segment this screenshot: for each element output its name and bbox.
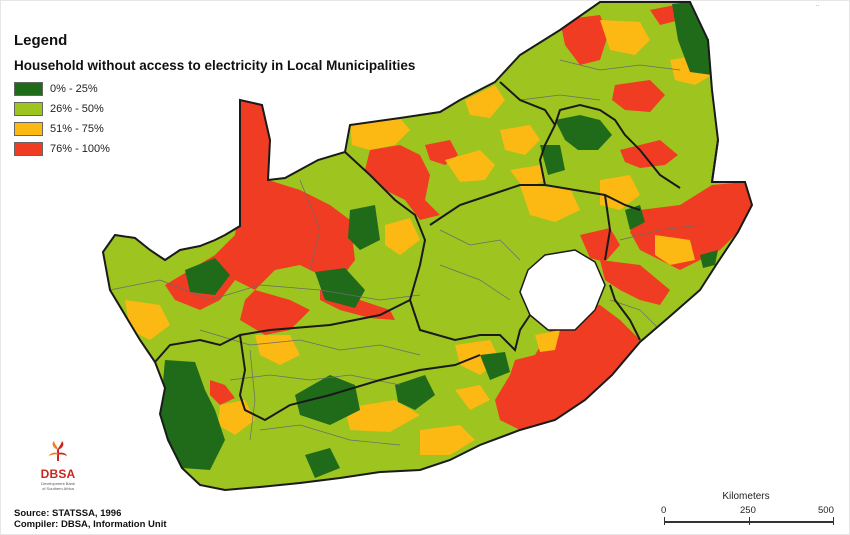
legend-swatch-51-75 [14, 122, 43, 136]
scale-title: Kilometers [722, 491, 770, 502]
scale-mark [749, 517, 750, 525]
corner-mark: .. [816, 2, 820, 8]
logo-subtext-1: Development Bank [41, 481, 75, 486]
source-text: Source: STATSSA, 1996 [14, 508, 122, 519]
legend-label: 26% - 50% [50, 103, 104, 115]
logo-text: DBSA [40, 467, 76, 481]
credits: Source: STATSSA, 1996 Compiler: DBSA, In… [14, 508, 167, 530]
scale-tick-500: 500 [818, 505, 834, 516]
scale-mark [664, 517, 665, 525]
dbsa-emblem-icon [49, 441, 67, 461]
legend-swatch-0-25 [14, 82, 43, 96]
legend-label: 0% - 25% [50, 83, 98, 95]
scale-tick-250: 250 [740, 505, 756, 516]
lesotho-enclave [520, 250, 605, 330]
class-76-100-regions [165, 5, 752, 430]
lesotho-border [519, 249, 606, 331]
legend-item-51-75: 51% - 75% [14, 119, 415, 139]
class-0-25-regions [160, 2, 718, 478]
legend-item-26-50: 26% - 50% [14, 99, 415, 119]
legend-label: 76% - 100% [50, 143, 110, 155]
legend-item-76-100: 76% - 100% [14, 139, 415, 159]
legend: Legend Household without access to elect… [14, 32, 415, 159]
scale-tick-0: 0 [661, 505, 667, 516]
class-51-75-regions [125, 20, 712, 455]
dbsa-logo: DBSA Development Bank of Southern Africa [36, 440, 80, 491]
legend-subtitle: Household without access to electricity … [14, 58, 416, 73]
legend-label: 51% - 75% [50, 123, 104, 135]
legend-item-0-25: 0% - 25% [14, 79, 415, 99]
swaziland-border [711, 139, 719, 183]
compiler-text: Compiler: DBSA, Information Unit [14, 519, 167, 530]
province-boundaries [154, 81, 681, 422]
legend-swatch-76-100 [14, 142, 43, 156]
legend-swatch-26-50 [14, 102, 43, 116]
scale-mark [833, 517, 834, 525]
country-outline [101, 0, 754, 492]
scale-bar: Kilometers 0 250 500 [656, 489, 842, 529]
logo-subtext-2: of Southern Africa [42, 486, 74, 491]
legend-title: Legend [14, 32, 68, 49]
